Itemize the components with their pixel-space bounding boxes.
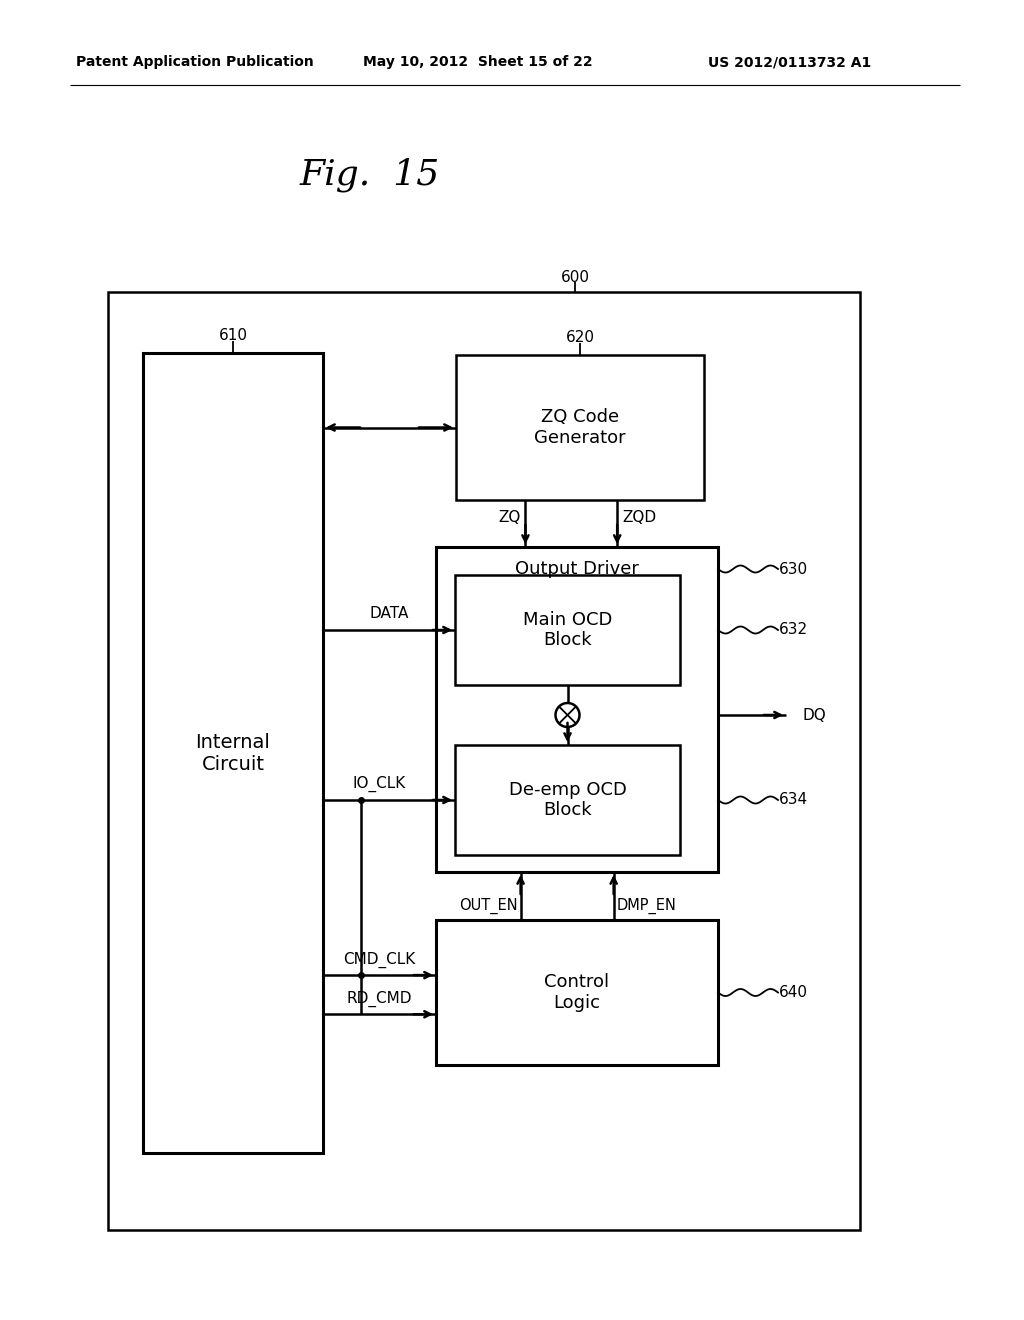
Bar [455, 744, 680, 855]
Text: DQ: DQ [803, 708, 826, 722]
Bar [436, 920, 718, 1065]
Text: ZQ Code
Generator: ZQ Code Generator [535, 408, 626, 447]
Text: OUT_EN: OUT_EN [459, 898, 517, 915]
Text: May 10, 2012  Sheet 15 of 22: May 10, 2012 Sheet 15 of 22 [364, 55, 593, 69]
Bar [436, 546, 718, 873]
Text: 610: 610 [218, 327, 248, 342]
Text: IO_CLK: IO_CLK [352, 776, 406, 792]
Bar [143, 352, 323, 1152]
Text: DMP_EN: DMP_EN [616, 898, 677, 915]
Text: De-emp OCD
Block: De-emp OCD Block [509, 780, 627, 820]
Text: 640: 640 [778, 985, 808, 1001]
Text: Internal
Circuit: Internal Circuit [196, 733, 270, 774]
Text: ZQD: ZQD [623, 511, 656, 525]
Text: 634: 634 [778, 792, 808, 808]
Text: RD_CMD: RD_CMD [347, 991, 413, 1007]
Text: US 2012/0113732 A1: US 2012/0113732 A1 [709, 55, 871, 69]
Text: Output Driver: Output Driver [515, 560, 639, 578]
Text: Patent Application Publication: Patent Application Publication [76, 55, 314, 69]
Bar [456, 355, 705, 500]
Bar [455, 576, 680, 685]
Text: Control
Logic: Control Logic [545, 973, 609, 1012]
Bar [108, 292, 860, 1230]
Text: Main OCD
Block: Main OCD Block [523, 611, 612, 649]
Text: 632: 632 [778, 623, 808, 638]
Text: 600: 600 [560, 271, 590, 285]
Text: CMD_CLK: CMD_CLK [343, 952, 416, 968]
Text: ZQ: ZQ [498, 511, 520, 525]
Text: 620: 620 [565, 330, 595, 345]
Text: Fig.  15: Fig. 15 [300, 158, 440, 193]
Text: DATA: DATA [370, 606, 409, 622]
Text: 630: 630 [778, 561, 808, 577]
